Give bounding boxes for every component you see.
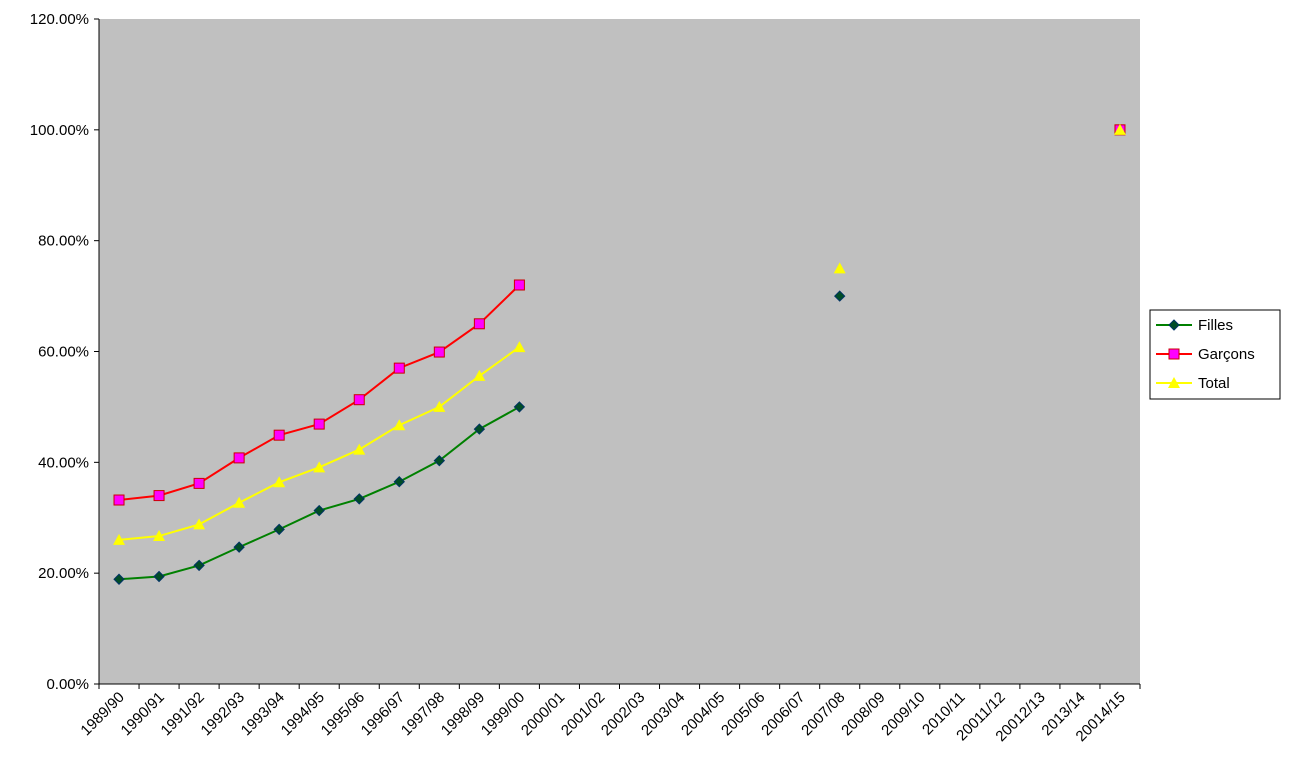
data-point — [113, 533, 126, 545]
y-tick-label: 0.00% — [46, 676, 89, 693]
legend-label: Filles — [1198, 317, 1233, 334]
x-tick-label: 2002/03 — [598, 689, 648, 739]
data-point — [153, 530, 166, 542]
x-tick-label: 2006/07 — [758, 689, 808, 739]
data-point — [153, 570, 165, 583]
data-point — [313, 461, 326, 473]
data-point — [473, 318, 485, 330]
data-point — [313, 504, 325, 517]
data-point — [153, 490, 165, 502]
x-tick-label: 2001/02 — [558, 689, 608, 739]
y-tick-label: 120.00% — [30, 11, 89, 28]
x-tick-label: 2007/08 — [798, 689, 848, 739]
data-point — [393, 419, 406, 431]
y-tick-label: 100.00% — [30, 122, 89, 139]
data-point — [193, 559, 205, 572]
x-tick-label: 1991/92 — [158, 689, 208, 739]
data-point — [233, 541, 245, 553]
x-tick-label: 1998/99 — [438, 689, 488, 739]
data-point — [393, 476, 405, 488]
x-tick-label: 1999/00 — [478, 689, 528, 739]
x-tick-label: 1994/95 — [278, 689, 328, 739]
x-tick-label: 1992/93 — [198, 689, 248, 739]
x-tick-label: 2000/01 — [518, 689, 568, 739]
data-point — [113, 573, 125, 585]
data-point — [193, 518, 206, 530]
x-tick-label: 2005/06 — [718, 689, 768, 739]
data-point — [433, 400, 446, 412]
data-point — [233, 496, 246, 508]
data-point — [193, 477, 205, 489]
y-tick-label: 20.00% — [38, 565, 89, 582]
data-point — [353, 493, 365, 505]
y-tick-label: 40.00% — [38, 454, 89, 471]
x-tick-label: 1993/94 — [238, 689, 288, 739]
data-point — [113, 494, 125, 506]
data-point — [273, 476, 286, 488]
x-tick-label: 1989/90 — [77, 689, 127, 739]
data-point — [1113, 123, 1126, 135]
data-point — [353, 394, 365, 406]
data-point — [433, 346, 445, 358]
data-point — [473, 423, 486, 435]
y-tick-label: 60.00% — [38, 344, 89, 361]
x-tick-label: 1990/91 — [118, 689, 168, 739]
data-point — [273, 429, 285, 441]
data-point — [393, 362, 405, 374]
x-tick-label: 1996/97 — [358, 689, 408, 739]
data-point — [273, 523, 285, 536]
legend-label: Garçons — [1198, 346, 1255, 363]
data-point — [313, 418, 325, 430]
y-tick-label: 80.00% — [38, 233, 89, 250]
x-tick-label: 2003/04 — [638, 689, 688, 739]
data-point — [513, 341, 526, 353]
legend-label: Total — [1198, 375, 1230, 392]
legend-marker — [1168, 377, 1180, 388]
data-point — [353, 443, 366, 455]
x-tick-label: 1995/96 — [318, 689, 368, 739]
x-tick-label: 2008/09 — [838, 689, 888, 739]
x-tick-label: 2009/10 — [878, 689, 928, 739]
data-point — [513, 279, 525, 291]
data-point — [834, 290, 846, 302]
data-point — [473, 369, 486, 381]
data-point — [233, 452, 245, 464]
data-point — [513, 401, 526, 413]
legend-marker — [1168, 319, 1180, 331]
plot-area — [99, 19, 1140, 684]
data-point — [833, 262, 846, 274]
x-tick-label: 1997/98 — [398, 689, 448, 739]
data-point — [433, 454, 446, 467]
legend-marker — [1168, 348, 1180, 360]
x-tick-label: 2004/05 — [678, 689, 728, 739]
